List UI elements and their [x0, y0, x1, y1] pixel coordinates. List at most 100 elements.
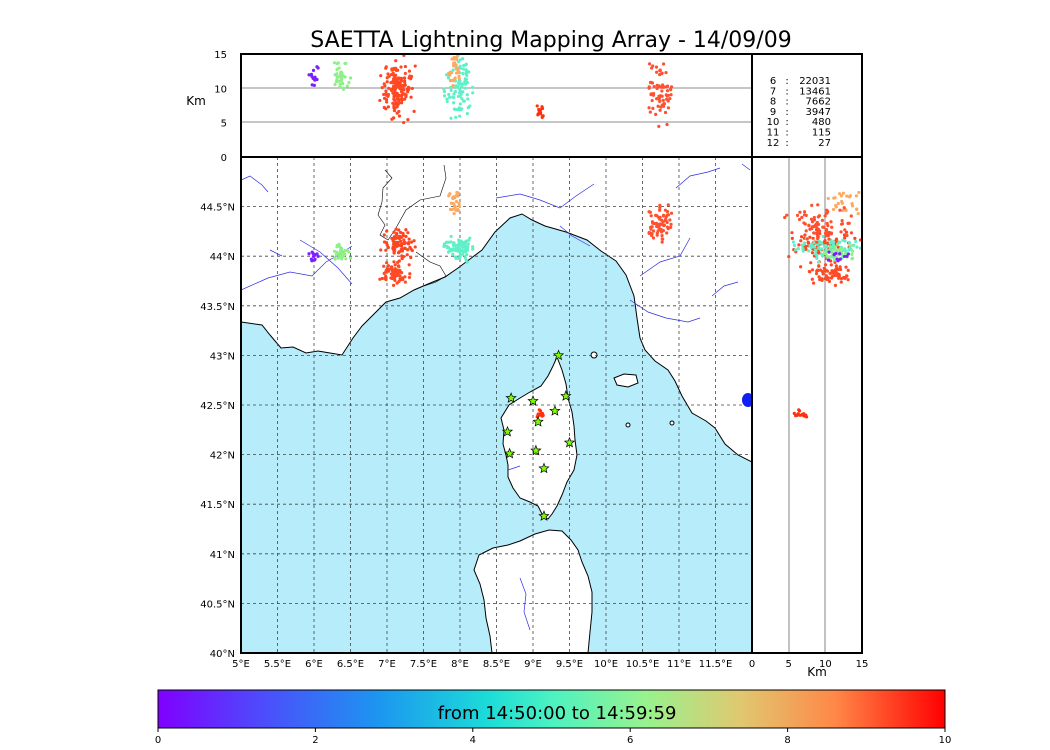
lightning-point — [655, 97, 659, 101]
lightning-point — [833, 283, 838, 287]
lightning-point — [810, 220, 815, 224]
lightning-point — [336, 256, 340, 260]
lightning-point — [807, 269, 811, 274]
lightning-point — [407, 275, 412, 280]
lightning-point — [384, 89, 388, 93]
lightning-point — [452, 243, 456, 248]
lightning-point — [850, 204, 855, 208]
lightning-point — [833, 196, 837, 200]
lightning-point — [442, 87, 446, 91]
lightning-point — [834, 203, 838, 208]
count-separator: : — [785, 97, 788, 108]
lightning-point — [817, 246, 821, 250]
lightning-point — [338, 85, 342, 89]
lightning-point — [402, 88, 406, 92]
lightning-point — [397, 270, 402, 274]
count-level: 8 — [770, 97, 776, 108]
lightning-point — [818, 231, 822, 236]
lon-tick-label: 5.5°E — [264, 659, 291, 670]
lightning-point — [343, 61, 347, 66]
lightning-point — [817, 275, 821, 279]
lightning-point — [452, 92, 456, 96]
lightning-point — [837, 192, 842, 196]
lightning-point — [844, 230, 849, 234]
count-value: 27 — [818, 138, 831, 149]
lightning-point — [400, 92, 404, 97]
lightning-point — [389, 272, 394, 276]
lightning-point — [654, 221, 659, 225]
lightning-point — [850, 252, 854, 256]
count-separator: : — [785, 86, 788, 97]
lightning-point — [649, 93, 653, 97]
lightning-point — [398, 274, 402, 278]
lightning-point — [442, 244, 446, 248]
count-level: 11 — [767, 128, 780, 139]
altitude-tick-labels: 0 5 10 15 — [214, 50, 227, 164]
count-value: 22031 — [799, 76, 831, 87]
lightning-point — [393, 271, 397, 275]
lon-tick-label: 10°E — [594, 659, 618, 670]
lightning-point — [830, 225, 834, 229]
lightning-point — [657, 124, 661, 128]
lightning-point — [855, 207, 859, 211]
lightning-point — [457, 74, 461, 78]
lightning-point — [463, 63, 468, 67]
side-tick-label: 10 — [819, 659, 832, 670]
lightning-point — [385, 100, 389, 104]
lightning-point — [400, 254, 404, 258]
lightning-point — [344, 257, 348, 261]
lon-tick-label: 7°E — [378, 659, 396, 670]
lightning-point — [825, 211, 829, 215]
lightning-point — [454, 63, 458, 67]
lightning-point — [406, 117, 410, 122]
lightning-point — [392, 116, 396, 120]
lightning-point — [403, 246, 407, 251]
lightning-point — [669, 93, 673, 97]
lightning-point — [460, 85, 464, 89]
lon-tick-label: 8.5°E — [483, 659, 510, 670]
lightning-point — [795, 213, 800, 218]
lightning-point — [791, 240, 795, 244]
lightning-point — [453, 89, 458, 94]
colorbar-ticks: 0 2 4 6 8 10 — [155, 728, 951, 746]
lightning-point — [466, 242, 470, 246]
lightning-point — [463, 86, 467, 90]
station-star-icon — [504, 447, 516, 459]
side-panel — [752, 157, 862, 653]
lightning-point — [384, 248, 388, 252]
lightning-point — [307, 252, 311, 256]
lightning-point — [785, 213, 789, 217]
lightning-point — [347, 81, 351, 85]
lightning-point — [454, 85, 458, 90]
altitude-tick-label: 5 — [221, 119, 227, 130]
lightning-point — [460, 97, 464, 101]
lightning-point — [413, 245, 417, 249]
lightning-point — [823, 214, 827, 218]
lightning-point — [395, 91, 399, 95]
lightning-point — [452, 207, 456, 211]
lightning-point — [806, 241, 811, 245]
lightning-point — [815, 231, 819, 236]
lightning-point — [828, 245, 832, 249]
counts-table: 6:220317:134618:76629:394710:48011:11512… — [767, 76, 831, 149]
lightning-point — [332, 61, 337, 65]
lightning-point — [345, 84, 349, 88]
lightning-point — [392, 236, 396, 240]
lightning-point — [448, 249, 452, 253]
lightning-point — [454, 256, 458, 260]
lightning-point — [386, 93, 390, 97]
lightning-point — [403, 92, 407, 96]
lightning-point — [397, 228, 401, 232]
altitude-lightning-points — [307, 54, 674, 128]
lightning-point — [449, 116, 453, 120]
lightning-point — [658, 99, 662, 103]
lightning-point — [448, 95, 452, 99]
lon-tick-label: 6°E — [305, 659, 323, 670]
lightning-point — [378, 98, 382, 103]
altitude-axis-label: Km — [186, 94, 206, 108]
lightning-point — [457, 82, 461, 86]
lightning-point — [451, 68, 455, 72]
lightning-point — [446, 240, 451, 244]
lightning-point — [850, 256, 855, 260]
lightning-point — [662, 224, 666, 228]
